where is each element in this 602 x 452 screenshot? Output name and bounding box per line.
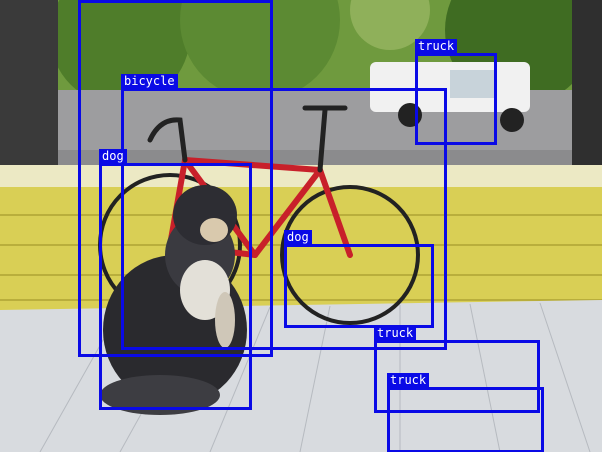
- detection-box-truck-lower-1: truck: [374, 326, 540, 413]
- detection-box-truck-background: truck: [415, 39, 497, 145]
- detection-box-truck-lower-2: truck: [387, 373, 544, 452]
- detection-label-truck-background: truck: [415, 39, 458, 53]
- detection-box-dog-main: dog: [99, 149, 252, 410]
- detection-label-truck-lower-1: truck: [374, 326, 417, 340]
- detection-label-bicycle: bicycle: [121, 74, 178, 88]
- detection-box-large-outer: [78, 0, 273, 357]
- detection-label-truck-lower-2: truck: [387, 373, 430, 387]
- detection-box-dog-small: dog: [284, 230, 434, 328]
- detection-label-dog-main: dog: [99, 149, 127, 163]
- detection-label-dog-small: dog: [284, 230, 312, 244]
- detection-box-bicycle: bicycle: [121, 74, 447, 350]
